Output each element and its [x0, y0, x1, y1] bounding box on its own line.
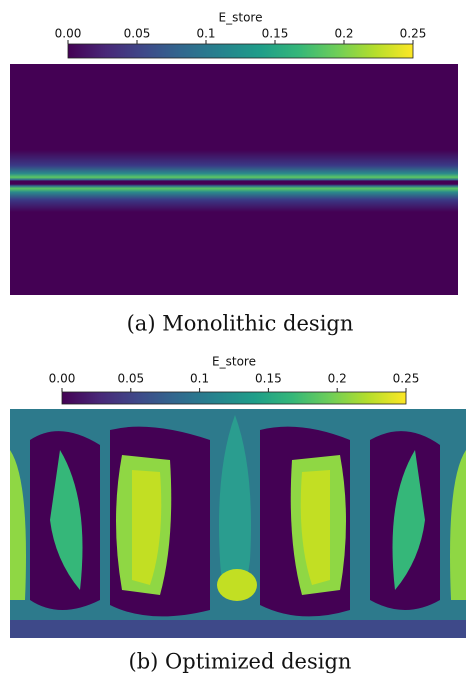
colorbar-tick-label: 0.25 — [393, 372, 420, 386]
colorbar-tick-label: 0.00 — [49, 372, 76, 386]
colorbar — [61, 391, 407, 405]
colorbar-tick-label: 0.1 — [196, 27, 215, 41]
colorbar-tick-label: 0.25 — [400, 27, 427, 41]
field-a-band — [10, 150, 458, 212]
colorbar-tick-label: 0.2 — [328, 372, 347, 386]
colorbar-tick-label: 0.05 — [124, 27, 151, 41]
colorbar — [67, 43, 414, 59]
colorbar-tick-label: 0.00 — [55, 27, 82, 41]
colorbar-tick-label: 0.15 — [262, 27, 289, 41]
colorbar-title: E_store — [219, 11, 263, 25]
colorbar-tick-label: 0.2 — [334, 27, 353, 41]
colorbar-title: E_store — [212, 355, 256, 369]
caption: (a) Monolithic design — [127, 312, 354, 336]
field-b — [10, 409, 466, 638]
colorbar-tick-label: 0.1 — [190, 372, 209, 386]
caption: (b) Optimized design — [129, 650, 352, 674]
colorbar-tick-label: 0.15 — [255, 372, 282, 386]
colorbar-tick-label: 0.05 — [117, 372, 144, 386]
